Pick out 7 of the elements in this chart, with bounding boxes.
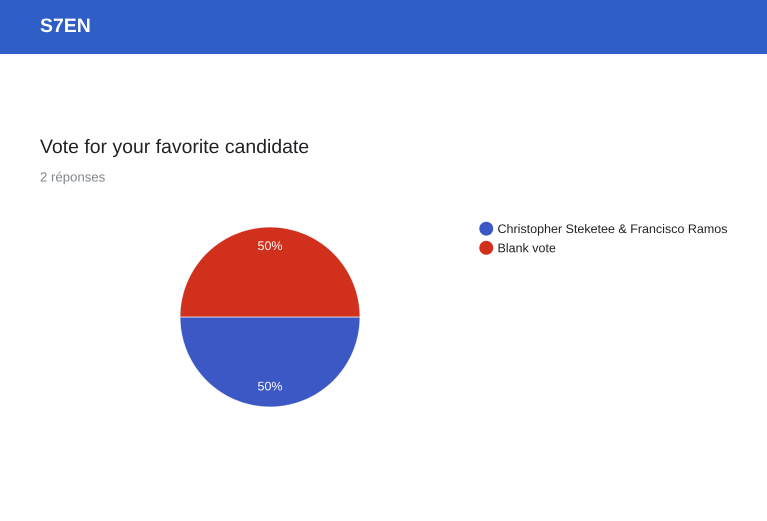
chart-title: Vote for your favorite candidate — [40, 138, 308, 158]
text: S7EN — [40, 18, 90, 32]
data-label: 50% — [258, 382, 282, 391]
legend-label: Blank vote — [498, 243, 556, 252]
data-label: 50% — [258, 241, 282, 250]
legend-label: Christopher Steketee & Francisco Ramos — [498, 224, 728, 236]
text: 2 réponses — [40, 172, 105, 184]
